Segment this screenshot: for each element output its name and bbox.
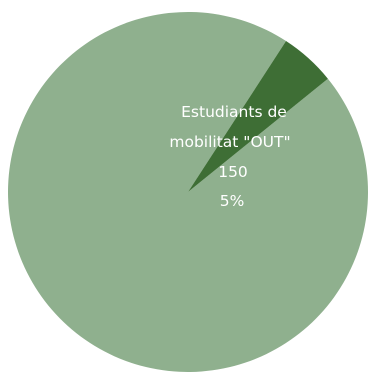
pie-slice-mobilitat-out [188,41,328,192]
slice-label-line-1: Estudiants de [181,103,287,121]
pie-slice-main [8,12,369,373]
slice-value-label: 150 [218,163,248,181]
pie-slices [8,12,369,373]
pie-data-labels: Estudiants de mobilitat "OUT" 150 5% [169,103,290,210]
slice-percent-label: 5% [220,192,245,210]
slice-label-line-2: mobilitat "OUT" [169,133,290,151]
